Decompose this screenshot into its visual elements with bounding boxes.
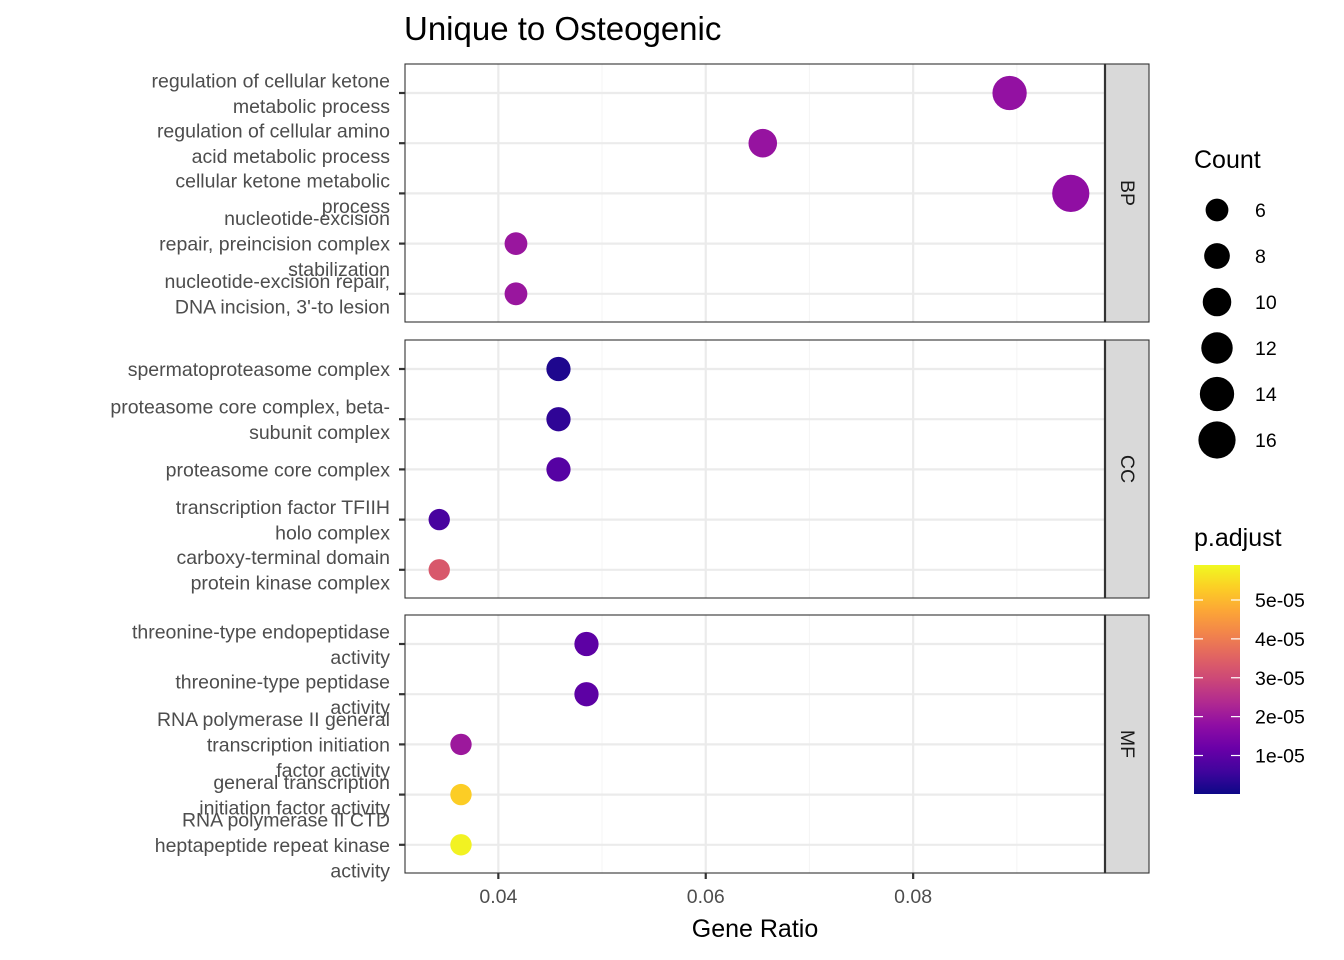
y-tick-label: proteasome core complex, beta-subunit co…: [110, 396, 390, 444]
count-legend-key: [1202, 287, 1232, 317]
data-point: [504, 282, 528, 306]
padjust-legend-label: 2e-05: [1255, 707, 1305, 729]
y-tick-label: threonine-type peptidase activity: [175, 671, 390, 719]
count-legend-label: 14: [1255, 384, 1277, 406]
facet-panels: regulation of cellular ketone metabolic p…: [110, 63, 1150, 882]
count-legend-label: 16: [1255, 430, 1277, 452]
data-point: [450, 783, 472, 806]
padjust-legend-title: p.adjust: [1194, 524, 1282, 552]
count-legend-key: [1201, 332, 1233, 364]
x-axis: 0.04 0.06 0.08: [479, 873, 932, 908]
data-point: [992, 75, 1027, 111]
data-point: [428, 559, 450, 581]
padjust-colorbar: [1194, 565, 1240, 794]
y-tick-label: regulation of cellular amino acid metabol…: [157, 120, 390, 168]
x-tick-label: 0.04: [479, 886, 517, 908]
count-legend-label: 10: [1255, 292, 1277, 314]
y-tick-label: carboxy-terminal domain protein kinase co…: [176, 547, 390, 595]
x-tick-label: 0.06: [687, 886, 725, 908]
facet-panel-bp: regulation of cellular ketone metabolic p…: [152, 63, 1150, 323]
facet-strip-label: CC: [1116, 455, 1138, 483]
count-legend-label: 8: [1255, 246, 1266, 268]
data-point: [504, 232, 528, 256]
y-tick-label: nucleotide-excision repair, DNA incision,…: [165, 271, 390, 319]
data-point: [450, 733, 472, 756]
padjust-legend-label: 5e-05: [1255, 590, 1305, 612]
count-legend-key: [1199, 376, 1235, 412]
y-tick-label: threonine-type endopeptidase activity: [132, 621, 390, 669]
padjust-legend-label: 4e-05: [1255, 629, 1305, 651]
facet-strip-label: MF: [1116, 730, 1138, 758]
data-point: [428, 508, 450, 531]
data-point: [748, 128, 778, 158]
count-legend-title: Count: [1194, 146, 1261, 174]
y-tick-label: RNA polymerase II CTD heptapeptide repeat…: [155, 809, 391, 882]
y-tick-label: cellular ketone metabolic process: [175, 171, 390, 219]
facet-strip: [1104, 63, 1150, 323]
data-point: [1052, 174, 1090, 212]
count-legend-label: 12: [1255, 338, 1277, 360]
y-tick-label: regulation of cellular ketone metabolic p…: [152, 70, 391, 118]
count-legend-key: [1198, 421, 1236, 459]
padjust-legend: p.adjust 1e-05 2e-05 3e-05 4e-05 5e-05: [1194, 524, 1305, 794]
y-tick-label: proteasome core complex: [166, 459, 391, 481]
facet-strip: [1104, 339, 1150, 599]
data-point: [574, 631, 599, 657]
padjust-legend-label: 3e-05: [1255, 668, 1305, 690]
x-tick-label: 0.08: [894, 886, 932, 908]
x-axis-title: Gene Ratio: [692, 915, 818, 943]
facet-panel-cc: spermatoproteasome complex proteasome cor…: [110, 339, 1150, 599]
y-tick-label: RNA polymerase II general transcription i…: [157, 709, 390, 782]
count-legend-key: [1205, 198, 1229, 222]
data-point: [546, 407, 571, 432]
count-legend-key: [1204, 243, 1230, 269]
y-tick-label: general transcription initiation factor a…: [199, 772, 390, 820]
count-legend: Count 6 8 10 12 14 16: [1194, 146, 1277, 459]
y-tick-label: nucleotide-excision repair, preincision c…: [159, 208, 390, 281]
data-point: [546, 356, 571, 382]
data-point: [574, 682, 599, 707]
y-tick-label: transcription factor TFIIH holo complex: [176, 497, 390, 545]
data-point: [546, 457, 571, 482]
y-tick-label: spermatoproteasome complex: [128, 359, 391, 381]
data-point: [450, 834, 472, 856]
facet-strip-label: BP: [1116, 180, 1138, 206]
padjust-legend-label: 1e-05: [1255, 746, 1305, 768]
count-legend-label: 6: [1255, 200, 1266, 222]
chart-title: Unique to Osteogenic: [404, 10, 721, 47]
facet-panel-mf: threonine-type endopeptidase activitythre…: [132, 614, 1150, 882]
